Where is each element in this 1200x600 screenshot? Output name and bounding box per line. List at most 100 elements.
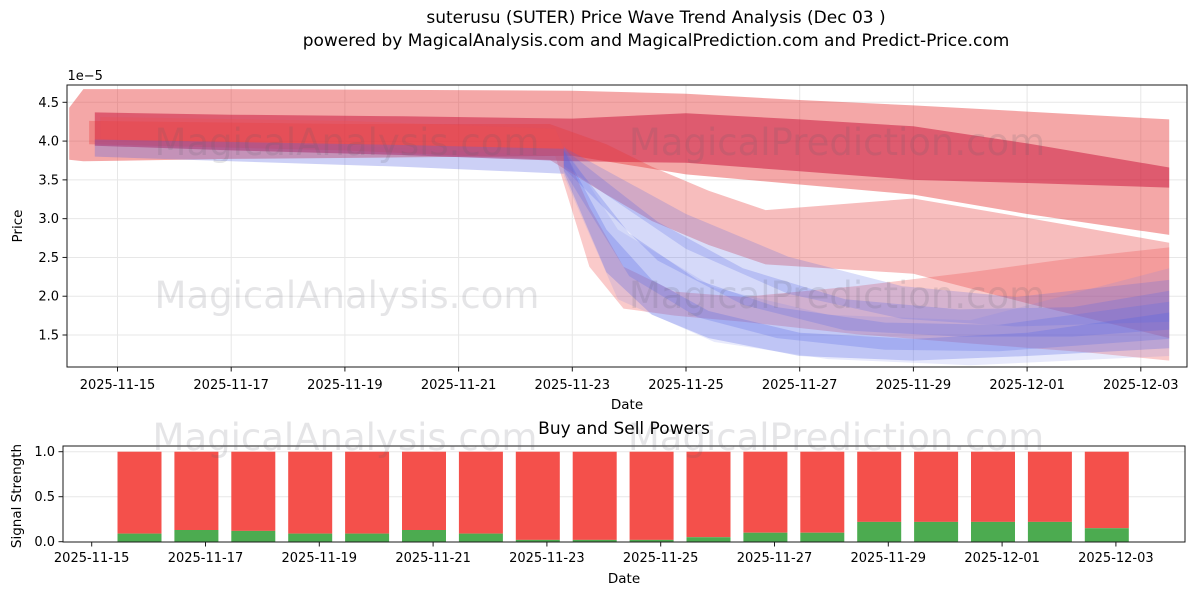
top-y-axis-label: Price [10,210,26,243]
sell-power-bar [402,451,446,530]
buy-power-bar [402,530,446,542]
top-y-tick-label: 4.0 [38,135,59,150]
buy-power-bar [174,530,219,542]
top-y-tick-label: 4.5 [38,96,59,111]
top-watermarks: MagicalAnalysis.com MagicalPrediction.com… [155,121,1046,317]
sell-power-bar [1084,451,1129,529]
top-y-tick-label: 2.5 [38,251,59,266]
watermark-text: MagicalAnalysis.com [155,274,540,317]
top-x-tick-label: 2025-11-29 [876,378,952,393]
sell-power-bar [288,451,333,534]
top-x-tick-label: 2025-11-19 [307,378,383,393]
watermark-text: MagicalAnalysis.com [153,416,538,459]
bottom-x-tick-label: 2025-12-03 [1078,551,1154,566]
top-x-tick-label: 2025-11-23 [535,378,611,393]
sell-power-bar [800,451,845,533]
sell-power-bar [743,451,788,533]
bottom-x-tick-label: 2025-11-21 [395,551,471,566]
bottom-x-tick-label: 2025-11-27 [737,551,813,566]
trend-bands [69,89,1170,366]
sell-power-bar [458,451,503,534]
top-x-tick-label: 2025-11-25 [648,378,724,393]
buy-power-bar [231,530,276,542]
watermark-text: MagicalPrediction.com [628,416,1044,459]
watermark-text: MagicalAnalysis.com [155,121,540,164]
bottom-x-tick-label: 2025-11-15 [54,551,130,566]
top-y-tick-label: 3.0 [38,212,59,227]
buy-power-bar [458,533,503,542]
sell-power-bar [686,451,731,538]
buy-power-bar [117,533,162,542]
buy-power-bar [971,521,1015,542]
sell-power-bar [231,451,276,531]
top-y-tick-label: 3.5 [38,173,59,188]
bottom-y-tick-label: 0.5 [34,490,55,505]
buy-power-bar [914,521,959,542]
buy-power-bar [743,532,788,542]
buy-power-bar [1084,528,1129,542]
buy-power-bar [1027,521,1072,542]
bottom-x-tick-label: 2025-12-01 [964,551,1040,566]
watermark-text: MagicalPrediction.com [629,121,1045,164]
bottom-y-tick-label: 0.0 [34,535,55,550]
sell-power-bar [629,451,674,540]
y-axis-offset-label: 1e−5 [68,69,103,84]
bottom-x-tick-label: 2025-11-29 [851,551,927,566]
price-wave-chart: 2025-11-15 2025-11-17 2025-11-19 2025-11-21… [10,69,1188,413]
sell-power-bar [914,451,959,522]
top-x-tick-label: 2025-11-15 [80,378,156,393]
bottom-x-tick-label: 2025-11-23 [509,551,585,566]
blue-fan-band-2 [563,150,1170,352]
sell-power-bar [515,451,560,540]
top-x-tick-label: 2025-11-21 [421,378,497,393]
buy-power-bar [515,539,560,542]
blue-fan-envelope [563,145,1170,366]
buy-power-bar [345,533,390,542]
top-x-tick-label: 2025-11-17 [193,378,269,393]
bottom-chart-title: Buy and Sell Powers [538,419,710,439]
blue-fan-band-3 [563,148,1170,337]
red-core-band [94,112,1170,188]
buy-power-bar [800,532,845,542]
sell-power-bar [572,451,617,540]
bottom-plot-border [62,445,1186,543]
blue-fan-band-4 [563,147,1170,327]
buy-power-bar [572,539,617,542]
bottom-x-tick-label: 2025-11-17 [168,551,244,566]
buy-power-bar [686,537,731,542]
top-x-tick-label: 2025-12-01 [989,378,1065,393]
top-y-tick-label: 2.0 [38,290,59,305]
buy-sell-powers-chart: 2025-11-15 2025-11-17 2025-11-19 2025-11-21… [9,416,1186,587]
signal-bars [117,451,1129,542]
sell-power-bar [345,451,390,534]
sell-power-bar [857,451,902,522]
bottom-x-tick-label: 2025-11-19 [282,551,358,566]
top-x-tick-label: 2025-12-03 [1103,378,1179,393]
bottom-y-axis-label: Signal Strength [9,444,25,548]
top-plot-border [66,84,1188,368]
red-mid-band [89,120,1170,339]
bottom-x-tick-label: 2025-11-25 [623,551,699,566]
sell-power-bar [174,451,219,530]
red-lower-band [100,117,1170,361]
sell-power-bar [117,451,162,534]
top-y-tick-label: 1.5 [38,329,59,344]
sell-power-bar [1027,451,1072,522]
bottom-axis-ticks: 2025-11-15 2025-11-17 2025-11-19 2025-11-21… [34,445,1153,566]
watermark-text: MagicalPrediction.com [629,274,1045,317]
sell-power-bar [971,451,1015,522]
buy-power-bar [857,521,902,542]
bottom-y-tick-label: 1.0 [34,445,55,460]
bottom-watermarks: MagicalAnalysis.com MagicalPrediction.com [153,416,1045,459]
top-axis-ticks: 2025-11-15 2025-11-17 2025-11-19 2025-11-21… [38,96,1178,393]
top-x-axis-label: Date [611,397,643,413]
figure-title-line2: powered by MagicalAnalysis.com and Magic… [302,31,1010,51]
buy-power-bar [629,539,674,542]
figure-title-line1: suterusu (SUTER) Price Wave Trend Analys… [426,8,886,28]
blue-fan-band-1 [563,150,1170,361]
top-x-tick-label: 2025-11-27 [762,378,838,393]
bottom-x-axis-label: Date [608,571,640,587]
blue-history-stripe [94,139,564,174]
